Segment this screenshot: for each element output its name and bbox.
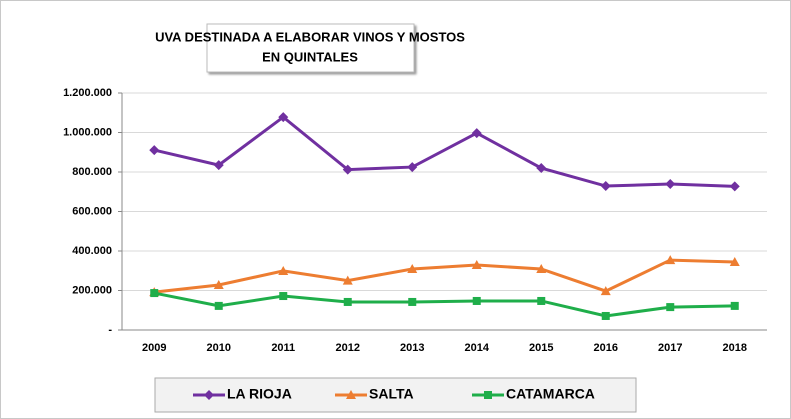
y-tick-label: - <box>108 324 112 336</box>
marker <box>213 279 224 289</box>
marker <box>729 257 740 267</box>
marker <box>666 303 675 312</box>
marker <box>600 286 611 296</box>
chart-title: UVA DESTINADA A ELABORAR VINOS Y MOSTOS <box>155 29 465 44</box>
marker <box>408 297 417 306</box>
chart-title: EN QUINTALES <box>262 49 358 64</box>
x-tick-label: 2013 <box>400 342 424 354</box>
legend-label: LA RIOJA <box>227 386 292 402</box>
marker <box>471 128 482 139</box>
marker <box>601 311 610 320</box>
marker <box>407 162 418 173</box>
series-line <box>153 291 735 318</box>
x-tick-label: 2018 <box>723 342 747 354</box>
marker <box>471 260 482 270</box>
marker <box>407 263 418 273</box>
y-tick-label: 400.000 <box>72 245 112 257</box>
marker <box>730 301 739 310</box>
marker <box>278 265 289 275</box>
marker <box>346 390 356 399</box>
y-tick-label: 800.000 <box>72 166 112 178</box>
marker <box>472 296 481 305</box>
marker <box>214 301 223 310</box>
marker <box>536 163 547 174</box>
marker <box>665 179 676 190</box>
x-tick-label: 2015 <box>529 342 553 354</box>
series-line <box>153 115 735 188</box>
legend-label: CATAMARCA <box>506 386 595 402</box>
y-tick-label: 1.000.000 <box>63 126 112 138</box>
x-tick-label: 2017 <box>658 342 682 354</box>
x-tick-label: 2016 <box>594 342 618 354</box>
marker <box>278 112 289 123</box>
x-tick-label: 2009 <box>142 342 166 354</box>
marker <box>343 297 352 306</box>
marker <box>665 255 676 265</box>
x-tick-label: 2012 <box>336 342 360 354</box>
y-tick-label: 200.000 <box>72 284 112 296</box>
marker <box>204 390 214 400</box>
x-tick-label: 2011 <box>271 342 295 354</box>
marker <box>537 296 546 305</box>
legend-label: SALTA <box>369 386 414 402</box>
marker <box>279 292 288 301</box>
marker <box>600 181 611 192</box>
y-tick-label: 600.000 <box>72 205 112 217</box>
marker <box>150 289 159 298</box>
marker <box>342 164 353 175</box>
marker <box>484 391 492 399</box>
series-line <box>154 258 735 294</box>
marker <box>213 160 224 171</box>
legend-box <box>154 377 637 413</box>
marker <box>149 145 160 156</box>
marker <box>536 263 547 273</box>
x-tick-label: 2010 <box>207 342 231 354</box>
marker <box>342 275 353 285</box>
y-tick-label: 1.200.000 <box>63 87 112 99</box>
x-tick-label: 2014 <box>465 342 490 354</box>
marker <box>729 181 740 192</box>
title-box <box>206 23 415 73</box>
